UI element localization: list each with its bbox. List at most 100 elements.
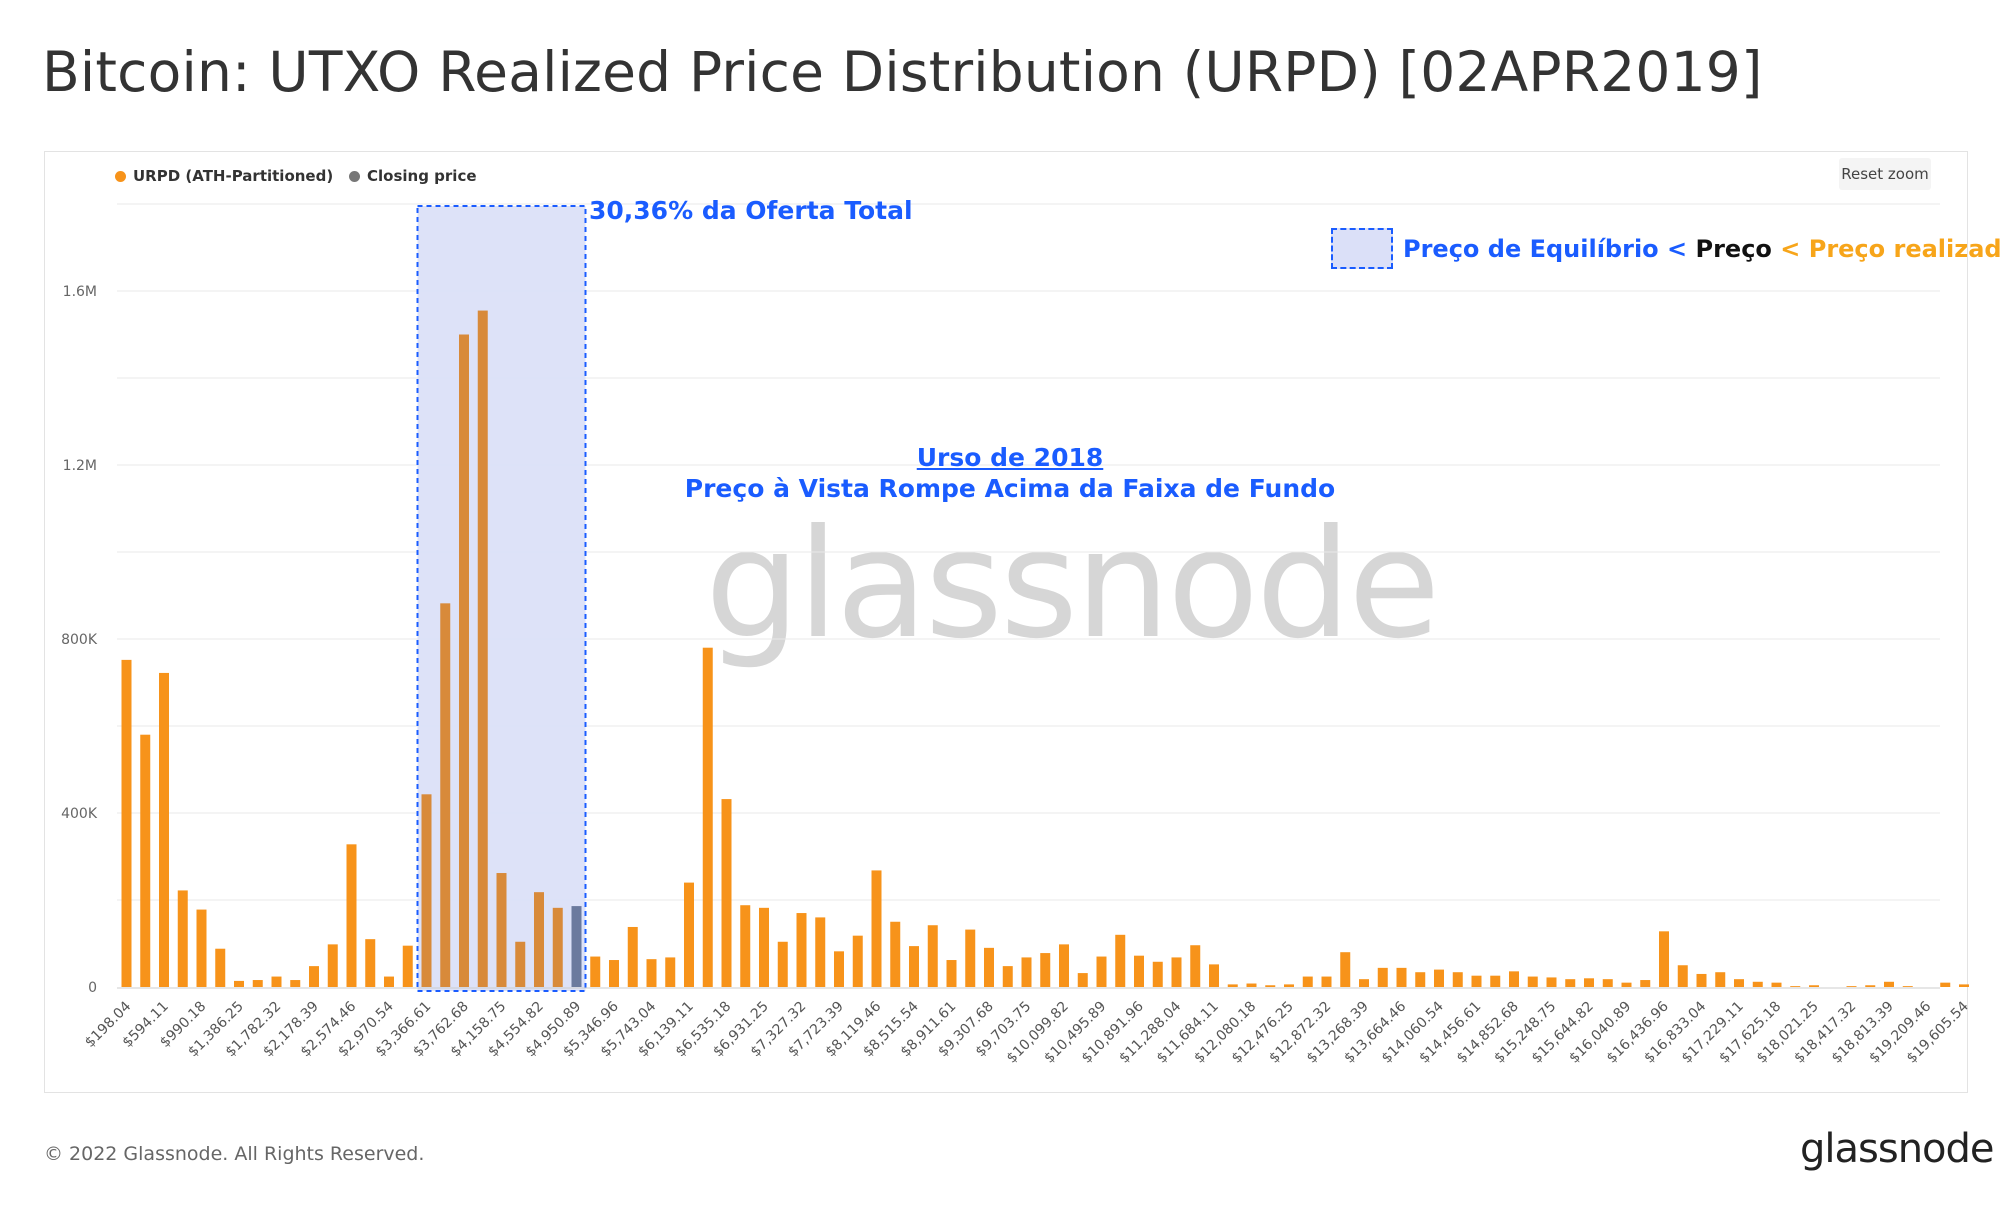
bar[interactable] [459,334,469,988]
bar[interactable] [1359,979,1369,987]
bar[interactable] [1284,984,1294,987]
bar[interactable] [590,956,601,987]
bar[interactable] [1865,985,1876,987]
reset-zoom-button[interactable]: Reset zoom [1839,158,1931,190]
bar[interactable] [196,909,207,987]
bar[interactable] [1059,944,1069,987]
bar[interactable] [1471,975,1482,987]
bar[interactable] [984,947,994,987]
bar[interactable] [252,980,263,987]
bar[interactable] [1584,978,1594,987]
bar[interactable] [1115,934,1126,987]
bar[interactable] [646,959,657,987]
bar[interactable] [234,980,244,987]
bar[interactable] [365,939,376,987]
bar[interactable] [1096,956,1107,987]
bar[interactable] [627,926,638,987]
bar[interactable] [177,890,188,987]
bar[interactable] [1321,976,1332,987]
bar[interactable] [909,946,919,987]
bar[interactable] [1790,986,1801,987]
bar[interactable] [496,873,507,987]
bar[interactable] [1659,931,1669,987]
bar[interactable] [1696,973,1707,987]
bar[interactable] [946,960,957,987]
bar[interactable] [1246,983,1257,987]
bar[interactable] [1377,967,1388,987]
bar[interactable] [1715,972,1726,987]
bar[interactable] [1884,981,1894,987]
bar[interactable] [552,907,563,987]
bar[interactable] [1490,975,1501,987]
bar[interactable] [1677,965,1688,987]
bar[interactable] [815,917,826,987]
bar[interactable] [215,948,226,987]
bar[interactable] [1546,977,1557,987]
bar[interactable] [609,960,619,987]
bar[interactable] [665,957,676,987]
bar[interactable] [1209,964,1219,987]
bar[interactable] [515,941,526,987]
bar[interactable] [927,925,938,987]
bar[interactable] [1227,984,1238,987]
bar[interactable] [1152,961,1163,987]
bar[interactable] [1452,972,1463,987]
bar[interactable] [534,892,544,987]
bar[interactable] [271,976,282,987]
bar[interactable] [1902,986,1913,987]
bar[interactable] [1771,982,1782,987]
bar[interactable] [852,935,863,987]
bar[interactable] [346,844,357,987]
bar[interactable] [1396,967,1407,987]
bar[interactable] [684,882,694,987]
bar[interactable] [1621,982,1632,987]
bar[interactable] [1809,985,1819,987]
bar[interactable] [759,907,769,987]
bar[interactable] [871,870,882,987]
bar[interactable] [421,794,432,987]
bar[interactable] [965,929,976,987]
bar[interactable] [121,659,132,987]
bar[interactable] [1134,955,1144,987]
bar[interactable] [1171,957,1182,987]
bar[interactable] [1434,969,1444,987]
bar[interactable] [477,310,488,987]
bar[interactable] [702,647,713,987]
bar[interactable] [1040,953,1051,987]
bar[interactable] [777,941,788,987]
bar[interactable] [1940,982,1951,987]
bar[interactable] [1846,986,1857,987]
bar[interactable] [327,944,338,987]
bar[interactable] [1077,973,1088,987]
bar[interactable] [1509,971,1519,987]
bar[interactable] [1021,957,1032,987]
bar[interactable] [1415,972,1426,987]
bar[interactable] [1959,984,1969,987]
bar[interactable] [834,951,844,987]
bar[interactable] [1265,985,1276,987]
bar[interactable] [140,734,151,987]
bar[interactable] [1340,952,1351,987]
bar[interactable] [440,603,451,987]
bar[interactable] [1302,976,1313,987]
bar[interactable] [290,980,301,987]
bar[interactable] [159,672,169,987]
bar[interactable] [384,976,394,987]
legend-item-urpd[interactable]: URPD (ATH-Partitioned) [115,167,333,185]
bar[interactable] [1002,966,1013,987]
bar[interactable] [740,905,751,987]
bar[interactable] [1640,980,1651,987]
bar[interactable] [1734,979,1744,987]
bar[interactable] [402,945,413,987]
bar[interactable] [1527,976,1538,987]
bar[interactable] [1190,945,1201,987]
bar[interactable] [309,966,319,987]
bar[interactable] [796,913,807,987]
bar[interactable] [890,921,901,987]
bar[interactable] [721,799,732,987]
bar[interactable] [1565,979,1576,987]
legend-item-closing-price[interactable]: Closing price [349,167,477,185]
bar[interactable] [1602,979,1613,987]
bar[interactable] [1752,981,1763,987]
bar[interactable] [571,906,582,987]
